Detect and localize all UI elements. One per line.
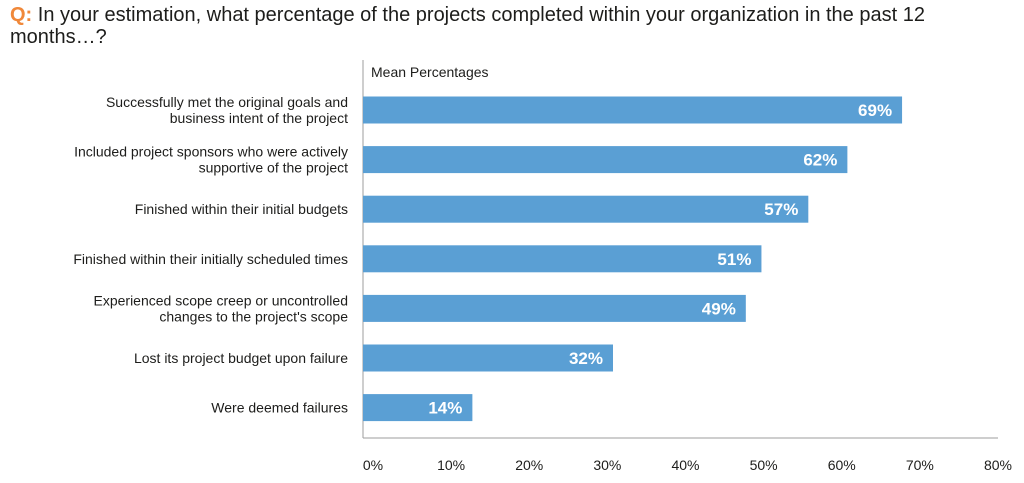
bar-value-label: 51%	[717, 250, 751, 269]
bar	[363, 146, 848, 174]
bar-value-label: 57%	[764, 200, 798, 219]
x-tick-label: 80%	[984, 457, 1012, 473]
category-label: Lost its project budget upon failure	[134, 350, 348, 366]
category-label: Finished within their initial budgets	[135, 201, 348, 217]
x-tick-label: 60%	[828, 457, 856, 473]
x-tick-label: 10%	[437, 457, 465, 473]
category-label: changes to the project's scope	[159, 308, 348, 324]
x-tick-label: 50%	[750, 457, 778, 473]
category-label: Experienced scope creep or uncontrolled	[94, 292, 349, 308]
bar	[363, 195, 809, 223]
bar-value-label: 49%	[702, 299, 736, 318]
bar	[363, 245, 762, 273]
category-label: Successfully met the original goals and	[106, 94, 348, 110]
x-tick-label: 40%	[671, 457, 699, 473]
bar	[363, 294, 746, 322]
bar-value-label: 32%	[569, 349, 603, 368]
bar	[363, 394, 473, 422]
series-label: Mean Percentages	[371, 64, 489, 80]
category-label: business intent of the project	[170, 110, 348, 126]
x-tick-label: 30%	[593, 457, 621, 473]
bar-value-label: 14%	[428, 399, 462, 418]
category-label: supportive of the project	[199, 160, 349, 176]
bar-value-label: 69%	[858, 101, 892, 120]
category-label: Were deemed failures	[211, 400, 348, 416]
bar-value-label: 62%	[803, 151, 837, 170]
chart-title: Q: In your estimation, what percentage o…	[10, 4, 1010, 48]
question-prefix: Q:	[10, 4, 33, 26]
x-tick-label: 20%	[515, 457, 543, 473]
category-label: Included project sponsors who were activ…	[74, 144, 348, 160]
x-tick-label: 70%	[906, 457, 934, 473]
bar	[363, 344, 613, 372]
question-text: In your estimation, what percentage of t…	[10, 4, 925, 48]
bar	[363, 96, 903, 124]
x-tick-label: 0%	[363, 457, 383, 473]
category-label: Finished within their initially schedule…	[73, 251, 348, 267]
